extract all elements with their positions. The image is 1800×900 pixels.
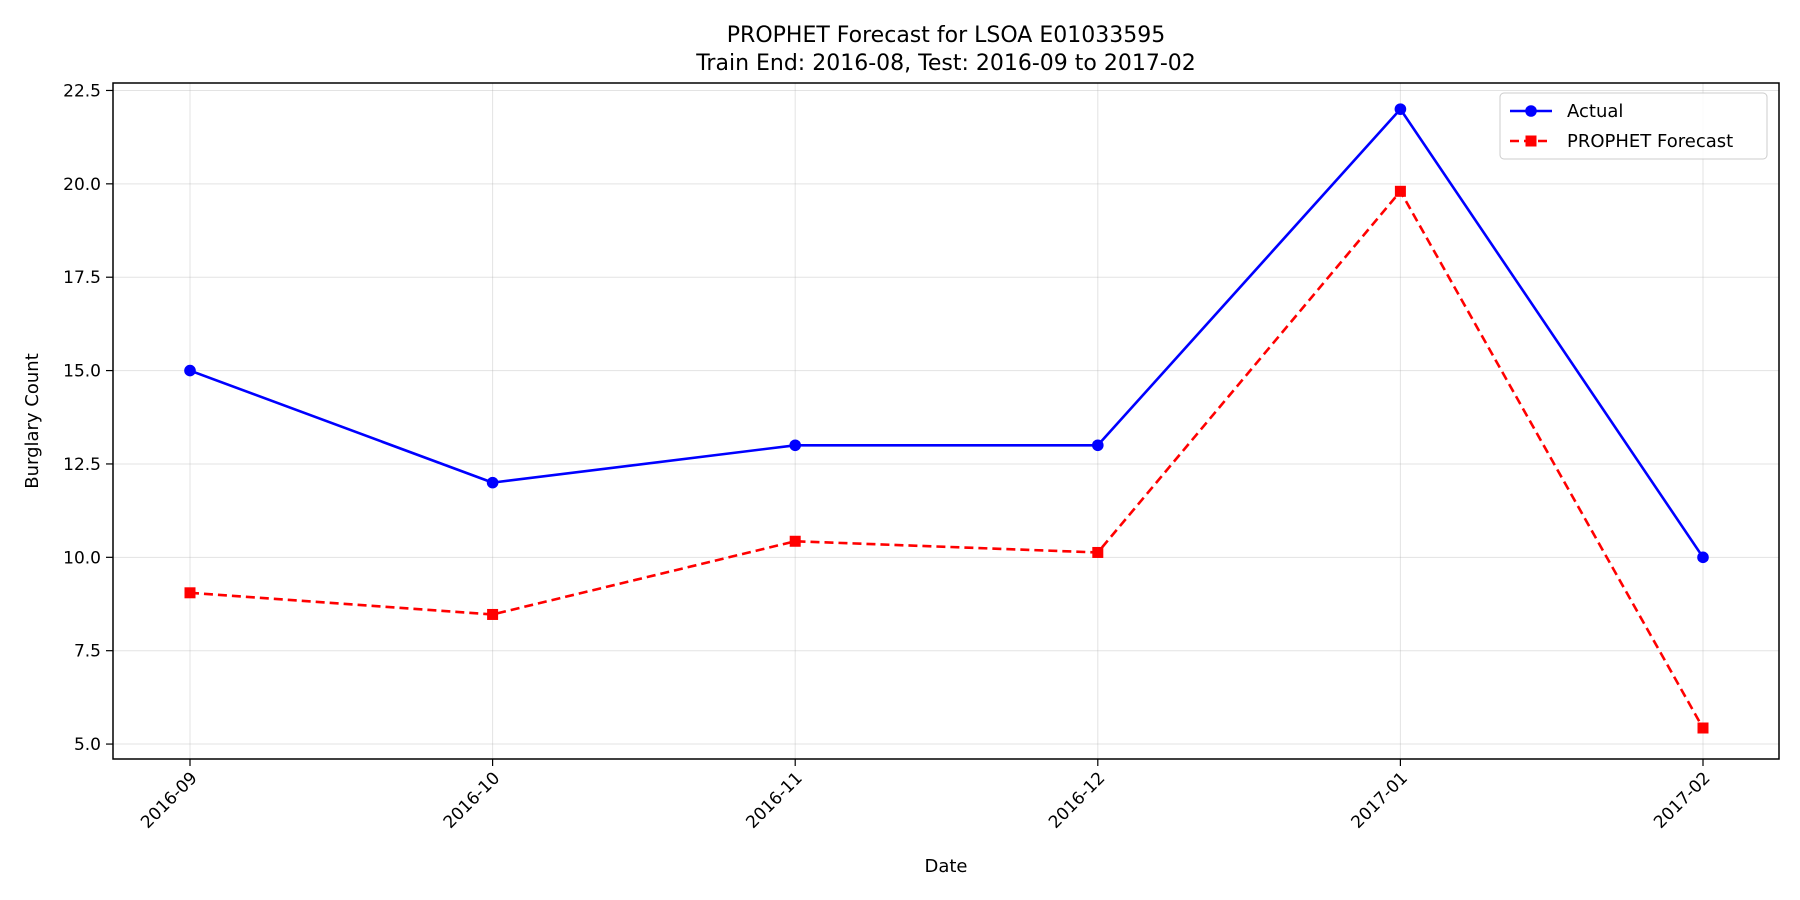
data-point [1697,722,1709,734]
legend-box [1499,92,1768,160]
legend-label: Actual [1567,101,1623,122]
series-line [189,107,1705,559]
legend-label: PROPHET Forecast [1567,131,1733,152]
legend-marker [1525,105,1537,117]
series-layer [184,103,1709,734]
legend-item: PROPHET Forecast [1510,131,1733,152]
legend-marker [1525,135,1537,147]
data-point [789,439,801,452]
y-tick-label: 15.0 [63,362,101,382]
grid-lines [113,83,1779,759]
data-point [1092,546,1104,558]
legend-item: Actual [1510,101,1623,122]
data-point [1697,551,1709,564]
data-point [184,587,196,599]
y-tick-label: 7.5 [74,642,101,662]
chart-subtitle: Train End: 2016-08, Test: 2016-09 to 201… [695,51,1196,76]
plot-frame [112,82,1780,760]
series-forecast [184,185,1709,734]
y-tick-label: 22.5 [63,81,101,101]
legend: Actual PROPHET Forecast [1499,92,1768,160]
y-tick-label: 12.5 [63,455,101,475]
y-tick-label: 10.0 [63,548,101,568]
data-point [789,535,801,547]
y-axis-label: Burglary Count [22,353,43,489]
series-actual [184,103,1709,564]
y-tick-label: 17.5 [63,268,101,288]
data-point [184,364,196,377]
y-tick-label: 20.0 [63,175,101,195]
chart-title: PROPHET Forecast for LSOA E01033595 [727,23,1165,48]
data-point [487,608,499,620]
data-point [1394,103,1407,115]
data-point [1092,439,1104,452]
x-axis-label: Date [924,856,967,877]
y-tick-label: 5.0 [74,735,101,755]
data-point [486,476,499,489]
data-point [1394,185,1406,197]
series-line [189,190,1705,729]
